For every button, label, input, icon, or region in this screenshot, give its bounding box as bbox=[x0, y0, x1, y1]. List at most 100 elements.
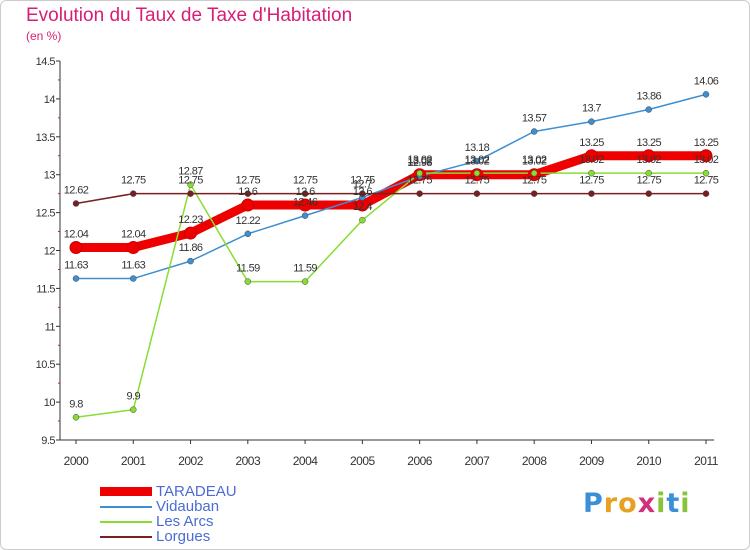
x-tick-label-10: 2010 bbox=[636, 454, 662, 468]
data-point-vidauban-2004 bbox=[301, 212, 309, 219]
data-point-lorgues-2005 bbox=[359, 190, 366, 197]
legend-label-taradeau: TARADEAU bbox=[156, 483, 237, 500]
chart-subtitle: (en %) bbox=[26, 29, 62, 43]
data-point-vidauban-2001 bbox=[130, 275, 137, 282]
data-label-lorgues-2004: 12.75 bbox=[293, 175, 318, 187]
data-point-taradeau-2004 bbox=[298, 198, 312, 212]
data-label-les-arcs-2008: 13.02 bbox=[522, 154, 547, 166]
logo-letter-6: i bbox=[680, 488, 691, 519]
data-label-taradeau-2006: 13.02 bbox=[407, 156, 432, 168]
data-point-lorgues-2000 bbox=[72, 200, 80, 207]
data-point-les-arcs-2009 bbox=[588, 169, 595, 177]
series-line-lorgues bbox=[75, 192, 707, 205]
data-point-les-arcs-2004 bbox=[301, 278, 309, 285]
data-label-taradeau-2009: 13.25 bbox=[579, 137, 604, 149]
data-point-taradeau-2003 bbox=[241, 198, 255, 212]
data-label-vidauban-2006: 12.98 bbox=[407, 157, 432, 169]
data-point-vidauban-2007 bbox=[473, 157, 481, 165]
logo-letter-0: P bbox=[583, 488, 604, 519]
data-label-les-arcs-2003: 11.59 bbox=[236, 263, 260, 275]
y-tick-label-7: 13 bbox=[44, 170, 56, 182]
data-point-les-arcs-2006 bbox=[416, 169, 423, 177]
logo-letter-2: o bbox=[618, 488, 638, 519]
data-label-vidauban-2003: 12.22 bbox=[236, 215, 261, 227]
logo-letter-4: i bbox=[656, 488, 667, 519]
data-point-taradeau-2001 bbox=[126, 240, 140, 254]
y-tick-label-5: 12 bbox=[44, 246, 56, 258]
data-label-lorgues-2003: 12.75 bbox=[236, 175, 261, 187]
data-point-vidauban-2003 bbox=[244, 230, 252, 238]
logo-letter-5: t bbox=[666, 488, 681, 519]
data-label-taradeau-2008: 13.02 bbox=[522, 156, 547, 168]
data-point-lorgues-2011 bbox=[702, 190, 710, 197]
data-label-taradeau-2004: 12.6 bbox=[296, 186, 315, 198]
x-tick-label-4: 2004 bbox=[293, 454, 319, 468]
logo-letter-1: r bbox=[603, 488, 619, 519]
legend-item-les-arcs: Les Arcs bbox=[100, 514, 237, 529]
data-label-lorgues-2008: 12.75 bbox=[522, 175, 547, 187]
data-point-les-arcs-2010 bbox=[645, 169, 652, 177]
y-tick-label-0: 9.5 bbox=[41, 435, 55, 447]
data-point-lorgues-2007 bbox=[473, 190, 481, 197]
data-point-vidauban-2008 bbox=[530, 128, 538, 135]
data-point-taradeau-2002 bbox=[184, 226, 198, 240]
data-point-lorgues-2004 bbox=[301, 190, 309, 197]
y-tick-label-6: 12.5 bbox=[36, 208, 56, 220]
data-label-taradeau-2000: 12.04 bbox=[64, 228, 89, 240]
legend-swatch-taradeau bbox=[100, 487, 152, 496]
data-label-vidauban-2011: 14.06 bbox=[694, 75, 719, 87]
data-label-les-arcs-2010: 13.02 bbox=[636, 154, 661, 166]
chart-title: Evolution du Taux de Taxe d'Habitation bbox=[26, 5, 353, 26]
data-point-taradeau-2009 bbox=[584, 149, 598, 163]
data-point-les-arcs-2007 bbox=[473, 169, 481, 177]
legend-label-les-arcs: Les Arcs bbox=[156, 513, 214, 530]
data-label-lorgues-2011: 12.75 bbox=[694, 175, 719, 187]
x-tick-label-5: 2005 bbox=[350, 454, 376, 468]
data-point-lorgues-2002 bbox=[187, 190, 194, 197]
data-point-taradeau-2011 bbox=[699, 149, 713, 163]
data-point-lorgues-2010 bbox=[645, 190, 652, 197]
data-label-vidauban-2010: 13.86 bbox=[636, 91, 661, 103]
x-tick-label-8: 2008 bbox=[522, 454, 548, 468]
data-label-les-arcs-2000: 9.8 bbox=[69, 398, 83, 410]
y-tick-label-9: 14 bbox=[44, 94, 56, 106]
logo-letter-3: x bbox=[637, 488, 657, 519]
chart-legend: TARADEAU Vidauban Les Arcs Lorgues bbox=[100, 484, 237, 544]
data-point-taradeau-2000 bbox=[69, 240, 83, 254]
x-tick-label-9: 2009 bbox=[579, 454, 605, 468]
data-point-vidauban-2009 bbox=[588, 118, 595, 125]
data-point-les-arcs-2005 bbox=[359, 216, 366, 224]
data-label-taradeau-2003: 12.6 bbox=[238, 186, 257, 198]
data-label-vidauban-2004: 12.46 bbox=[293, 197, 318, 209]
y-tick-label-1: 10 bbox=[44, 397, 56, 409]
legend-swatch-vidauban bbox=[100, 505, 152, 508]
legend-label-lorgues: Lorgues bbox=[156, 528, 211, 545]
data-label-vidauban-2000: 11.63 bbox=[64, 260, 88, 272]
series-line-les-arcs bbox=[75, 172, 707, 419]
data-point-lorgues-2001 bbox=[130, 190, 137, 197]
data-label-les-arcs-2007: 13.02 bbox=[465, 154, 490, 166]
x-tick-label-7: 2007 bbox=[465, 454, 491, 468]
data-label-vidauban-2001: 11.63 bbox=[121, 260, 145, 272]
data-label-taradeau-2010: 13.25 bbox=[636, 137, 661, 149]
data-label-vidauban-2009: 13.7 bbox=[582, 103, 601, 115]
data-label-taradeau-2011: 13.25 bbox=[694, 137, 719, 149]
proxiti-logo: Proxiti bbox=[583, 488, 691, 519]
x-tick-label-0: 2000 bbox=[64, 454, 90, 468]
data-label-taradeau-2005: 12.6 bbox=[353, 186, 372, 198]
data-point-les-arcs-2003 bbox=[244, 278, 252, 285]
y-tick-label-10: 14.5 bbox=[36, 56, 56, 68]
data-point-les-arcs-2002 bbox=[187, 181, 194, 188]
data-label-vidauban-2002: 11.86 bbox=[179, 242, 203, 254]
legend-label-vidauban: Vidauban bbox=[156, 498, 220, 515]
series-line-taradeau bbox=[71, 151, 711, 252]
y-tick-label-3: 11 bbox=[45, 321, 56, 333]
data-point-lorgues-2006 bbox=[416, 190, 423, 197]
data-point-lorgues-2008 bbox=[530, 190, 538, 197]
legend-swatch-les-arcs bbox=[100, 520, 152, 523]
data-label-lorgues-2009: 12.75 bbox=[579, 175, 604, 187]
data-label-les-arcs-2002: 12.87 bbox=[178, 166, 203, 178]
y-tick-label-4: 11.5 bbox=[36, 283, 55, 295]
x-tick-label-1: 2001 bbox=[121, 454, 147, 468]
